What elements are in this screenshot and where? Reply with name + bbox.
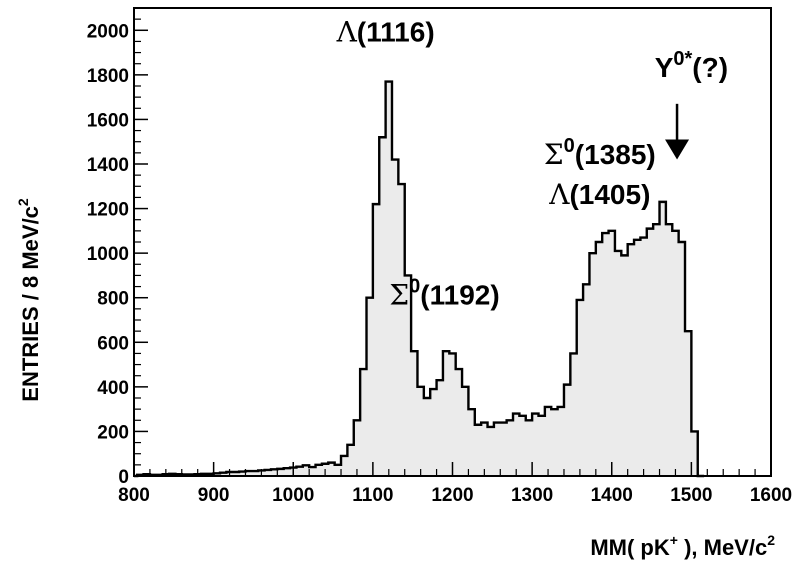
x-tick-label: 1100 — [352, 485, 393, 506]
x-axis-label: MM( pK+ ), MeV/c2 — [590, 532, 775, 560]
x-tick-label: 1500 — [670, 485, 712, 506]
y-tick-label: 200 — [97, 422, 129, 443]
y-tick-label: 1600 — [87, 110, 129, 131]
y-tick-label: 400 — [97, 378, 129, 399]
peak-label: Λ(1405) — [548, 178, 650, 211]
y-tick-label: 0 — [118, 467, 129, 488]
y-tick-label: 1000 — [87, 244, 129, 265]
x-tick-label: 1300 — [511, 485, 553, 506]
y-tick-label: 2000 — [87, 21, 129, 42]
y-tick-label: 600 — [97, 333, 129, 354]
peak-label: Σ0(1385) — [544, 135, 656, 171]
y-tick-label: 800 — [97, 289, 129, 310]
x-axis: 800 900 1000 1100 1200 1300 1400 1500 1600 — [118, 462, 792, 506]
y-axis-label: ENTRIES / 8 MeV/c2 — [15, 198, 43, 402]
x-tick-label: 1400 — [591, 485, 633, 506]
peak-label: Σ0(1192) — [389, 275, 499, 311]
y-tick-label: 1400 — [87, 155, 129, 176]
x-tick-label: 900 — [198, 485, 230, 506]
y-tick-label: 1800 — [87, 66, 129, 87]
peak-label: Λ(1116) — [336, 15, 435, 48]
x-tick-label: 1200 — [431, 485, 473, 506]
x-tick-label: 1000 — [272, 485, 314, 506]
arrow-head-icon — [665, 139, 690, 160]
x-tick-label: 800 — [118, 485, 150, 506]
peak-label: Y0*(?) — [655, 48, 728, 83]
peak-annotations: Λ(1116) Σ0(1192) Σ0(1385) Λ(1405) Y0*(?) — [336, 15, 728, 311]
x-tick-label: 1600 — [750, 485, 792, 506]
plot-area — [134, 80, 705, 478]
y-tick-label: 1200 — [87, 200, 129, 221]
histogram-outline — [134, 80, 705, 478]
y-axis: 0 200 400 600 800 1000 1200 1400 1600 1800 2000 — [87, 7, 148, 488]
